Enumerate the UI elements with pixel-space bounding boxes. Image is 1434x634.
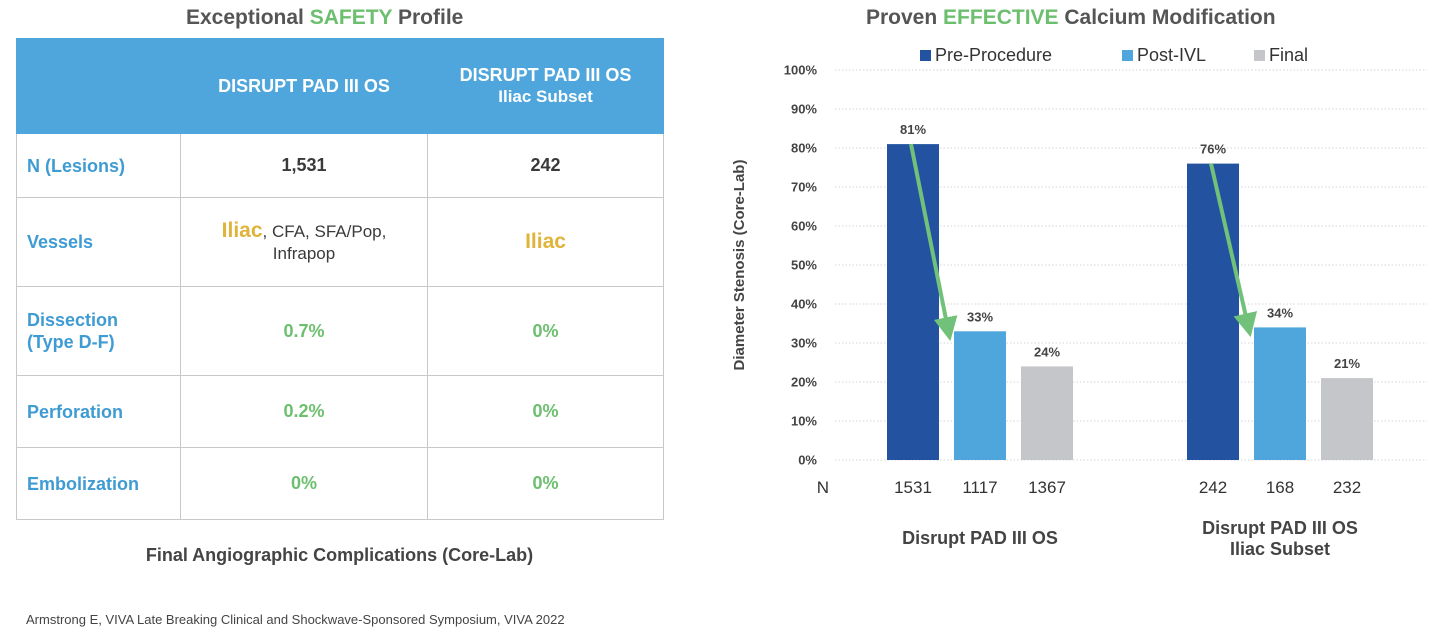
y-axis-label: Diameter Stenosis (Core-Lab) xyxy=(731,160,748,371)
safety-title-highlight: SAFETY xyxy=(309,6,393,29)
bar-value-label: 34% xyxy=(1267,305,1293,320)
vessels-line1: Iliac, CFA, SFA/Pop, xyxy=(187,218,421,243)
bar-value-label: 33% xyxy=(967,309,993,324)
bar-value-label: 81% xyxy=(900,122,926,137)
cell-dissection-iliac: 0% xyxy=(427,286,664,376)
cell-vessels-iliac: Iliac xyxy=(427,197,664,287)
row-label-embolization: Embolization xyxy=(16,447,181,520)
cell-dissection-os: 0.7% xyxy=(180,286,428,376)
row-label-vessels: Vessels xyxy=(16,197,181,287)
reduction-arrow xyxy=(1209,163,1258,338)
legend-label: Pre-Procedure xyxy=(935,45,1052,65)
header-col2-label: DISRUPT PAD III OS xyxy=(459,65,632,85)
efficacy-title: Proven EFFECTIVE Calcium Modification xyxy=(866,6,1276,30)
y-tick-label: 40% xyxy=(791,297,817,312)
legend-swatch xyxy=(1254,50,1265,61)
table-header-row: DISRUPT PAD III OS DISRUPT PAD III OS Il… xyxy=(16,38,664,134)
group-label: Disrupt PAD III OS xyxy=(1202,518,1358,538)
row-label-lesions: N (Lesions) xyxy=(16,133,181,198)
y-tick-label: 10% xyxy=(791,414,817,429)
bar-final xyxy=(1021,366,1073,460)
bar-value-label: 76% xyxy=(1200,142,1226,157)
legend-label: Final xyxy=(1269,45,1308,65)
vessels-iliac-only: Iliac xyxy=(525,230,566,253)
n-row: 1531 1117 1367 242 168 232 N xyxy=(817,478,1361,497)
cell-embolization-os: 0% xyxy=(180,447,428,520)
legend-label: Post-IVL xyxy=(1137,45,1206,65)
vessels-iliac-highlight: Iliac xyxy=(221,218,263,242)
n-value-label: 168 xyxy=(1266,478,1294,497)
n-value-label: 232 xyxy=(1333,478,1361,497)
vessels-line2: Infrapop xyxy=(272,243,336,263)
legend-swatch xyxy=(1122,50,1133,61)
y-tick-label: 90% xyxy=(791,102,817,117)
bar-post-ivl xyxy=(1254,327,1306,460)
group-labels: Disrupt PAD III OS Disrupt PAD III OSIlia… xyxy=(902,518,1358,559)
y-tick-label: 50% xyxy=(791,258,817,273)
efficacy-title-highlight: EFFECTIVE xyxy=(943,6,1059,29)
bar-data-labels: 81% 33% 24% 76% 34% 21% xyxy=(900,122,1360,371)
y-tick-label: 100% xyxy=(784,63,818,78)
table-row: Vessels Iliac, CFA, SFA/Pop, Infrapop Il… xyxy=(16,197,664,287)
bar-pre-procedure xyxy=(1187,163,1239,460)
y-axis-ticks: 0% 10% 20% 30% 40% 50% 60% 70% 80% 90% 100% xyxy=(784,63,818,468)
header-col2: DISRUPT PAD III OS Iliac Subset xyxy=(427,38,664,134)
header-empty xyxy=(16,38,181,134)
table-row: Embolization 0% 0% xyxy=(16,447,664,520)
header-col1: DISRUPT PAD III OS xyxy=(180,38,428,134)
group-label: Iliac Subset xyxy=(1230,539,1330,559)
safety-title: Exceptional SAFETY Profile xyxy=(186,6,463,30)
header-col1-label: DISRUPT PAD III OS xyxy=(218,76,390,96)
y-tick-label: 80% xyxy=(791,141,817,156)
bar-pre-procedure xyxy=(887,144,939,460)
row-label-dissection: Dissection (Type D-F) xyxy=(16,286,181,376)
cell-lesions-iliac: 242 xyxy=(427,133,664,198)
group-label: Disrupt PAD III OS xyxy=(902,528,1058,548)
bar-post-ivl xyxy=(954,331,1006,460)
cell-lesions-os: 1,531 xyxy=(180,133,428,198)
legend-swatch xyxy=(920,50,931,61)
cell-embolization-iliac: 0% xyxy=(427,447,664,520)
y-tick-label: 0% xyxy=(798,453,817,468)
stenosis-bar-chart: 0% 10% 20% 30% 40% 50% 60% 70% 80% 90% 100% 81% 33%… xyxy=(731,45,1427,559)
row-label-perforation: Perforation xyxy=(16,375,181,448)
bar-final xyxy=(1321,378,1373,460)
table-row: N (Lesions) 1,531 242 xyxy=(16,133,664,198)
cell-vessels-os: Iliac, CFA, SFA/Pop, Infrapop xyxy=(180,197,428,287)
efficacy-title-post: Calcium Modification xyxy=(1058,6,1276,29)
y-tick-label: 30% xyxy=(791,336,817,351)
n-value-label: 242 xyxy=(1199,478,1227,497)
n-value-label: 1367 xyxy=(1028,478,1066,497)
bar-value-label: 24% xyxy=(1034,344,1060,359)
y-tick-label: 20% xyxy=(791,375,817,390)
dissection-label-line1: Dissection xyxy=(27,310,119,330)
n-row-label: N xyxy=(817,478,829,497)
n-value-label: 1117 xyxy=(962,478,997,497)
bars xyxy=(887,144,1373,460)
table-caption: Final Angiographic Complications (Core-L… xyxy=(145,545,534,565)
y-tick-label: 60% xyxy=(791,219,817,234)
table-row: Perforation 0.2% 0% xyxy=(16,375,664,448)
reduction-arrow xyxy=(909,143,958,342)
y-tick-label: 70% xyxy=(791,180,817,195)
n-value-label: 1531 xyxy=(894,478,932,497)
efficacy-title-pre: Proven xyxy=(866,6,944,29)
safety-title-post: Profile xyxy=(392,6,464,29)
cell-perforation-iliac: 0% xyxy=(427,375,664,448)
safety-title-pre: Exceptional xyxy=(186,6,310,29)
table-row: Dissection (Type D-F) 0.7% 0% xyxy=(16,286,664,376)
bar-value-label: 21% xyxy=(1334,356,1360,371)
citation: Armstrong E, VIVA Late Breaking Clinical… xyxy=(26,612,565,627)
legend: Pre-Procedure Post-IVL Final xyxy=(920,45,1308,65)
vessels-rest-a: , CFA, SFA/Pop, xyxy=(262,221,387,241)
header-col2-sublabel: Iliac Subset xyxy=(498,87,593,106)
safety-table: DISRUPT PAD III OS DISRUPT PAD III OS Il… xyxy=(16,38,664,520)
arrows xyxy=(909,143,1258,342)
dissection-label-line2: (Type D-F) xyxy=(27,332,115,352)
cell-perforation-os: 0.2% xyxy=(180,375,428,448)
